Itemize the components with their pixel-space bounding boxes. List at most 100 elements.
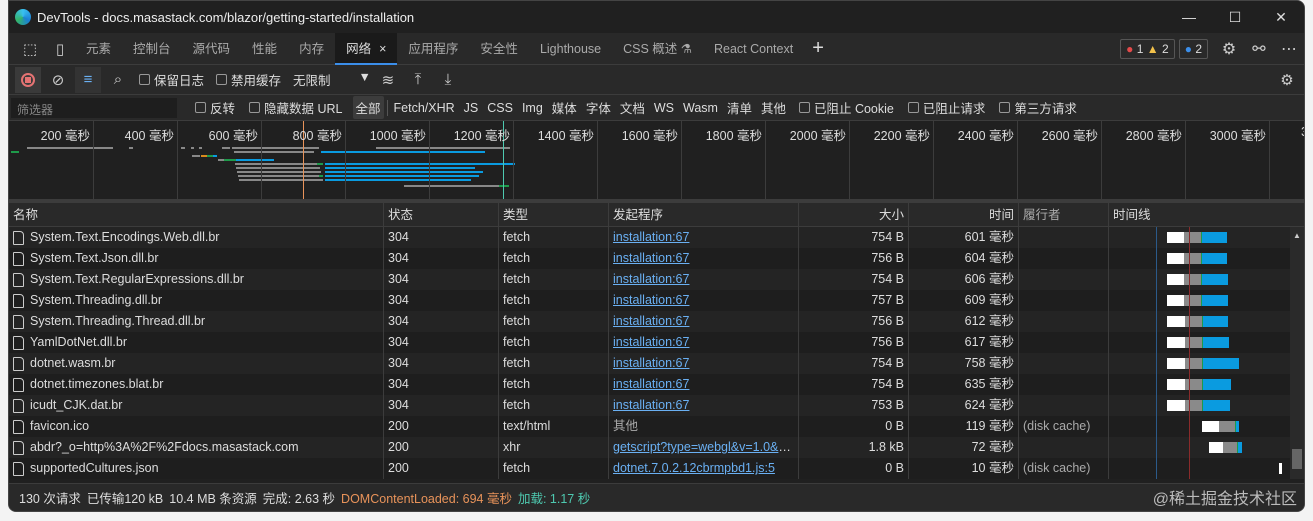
table-row[interactable]: abdr?_o=http%3A%2F%2Fdocs.masastack.com 2…: [9, 437, 1304, 458]
tab-4[interactable]: 内存: [288, 33, 335, 65]
initiator-link[interactable]: installation:67: [613, 293, 690, 307]
request-name[interactable]: favicon.ico: [30, 419, 90, 433]
throttling-select[interactable]: 无限制 ▼: [293, 70, 371, 88]
table-row[interactable]: System.Threading.Thread.dll.br 304 fetch in…: [9, 311, 1304, 332]
export-har-icon[interactable]: ⤓: [444, 71, 452, 88]
initiator-link[interactable]: installation:67: [613, 272, 690, 286]
filter-type-1[interactable]: Fetch/XHR: [393, 100, 455, 115]
column-header-4[interactable]: 大小: [799, 203, 909, 226]
request-name[interactable]: System.Text.Encodings.Web.dll.br: [30, 230, 220, 244]
request-name[interactable]: System.Threading.Thread.dll.br: [30, 314, 206, 328]
search-icon[interactable]: ⌕: [113, 71, 123, 88]
column-header-0[interactable]: 名称: [9, 203, 384, 226]
request-name[interactable]: System.Text.RegularExpressions.dll.br: [30, 272, 244, 286]
filter-input[interactable]: 筛选器: [11, 97, 177, 118]
initiator-link[interactable]: installation:67: [613, 377, 690, 391]
tab-9[interactable]: CSS 概述 ⚗: [612, 33, 703, 65]
table-row[interactable]: System.Text.Json.dll.br 304 fetch installat…: [9, 248, 1304, 269]
tab-3[interactable]: 性能: [241, 33, 288, 65]
issues-badge[interactable]: ● 1 ▲ 2: [1120, 38, 1175, 59]
request-name[interactable]: dotnet.wasm.br: [30, 356, 116, 370]
column-header-1[interactable]: 状态: [384, 203, 499, 226]
info-badge[interactable]: ● 2: [1178, 38, 1208, 59]
column-header-7[interactable]: 时间线: [1113, 208, 1151, 222]
network-overview[interactable]: 200 毫秒 400 毫秒 600 毫秒 800 毫秒 1000 毫秒 1200 毫秒 14…: [9, 121, 1304, 203]
request-name[interactable]: abdr?_o=http%3A%2F%2Fdocs.masastack.com: [30, 440, 299, 454]
table-row[interactable]: favicon.ico 200 text/html 其他 0 B 119 毫秒 (disk …: [9, 416, 1304, 437]
filter-type-2[interactable]: JS: [463, 100, 479, 115]
clear-icon[interactable]: ⊘: [51, 71, 65, 89]
device-toolbar-icon[interactable]: ▯: [55, 40, 65, 58]
more-options-icon[interactable]: ⋯: [1281, 40, 1297, 58]
table-row[interactable]: YamlDotNet.dll.br 304 fetch installation:67…: [9, 332, 1304, 353]
tab-1[interactable]: 控制台: [122, 33, 182, 65]
table-scrollbar[interactable]: ▲: [1290, 227, 1304, 479]
tab-0[interactable]: 元素: [75, 33, 122, 65]
disable-cache-checkbox[interactable]: 禁用缓存: [216, 70, 281, 89]
table-row[interactable]: supportedCultures.json 200 fetch dotnet.7.0…: [9, 458, 1304, 479]
column-header-3[interactable]: 发起程序: [609, 203, 799, 226]
request-name[interactable]: System.Text.Json.dll.br: [30, 251, 159, 265]
initiator-link[interactable]: dotnet.7.0.2.12cbrmpbd1.js:5: [613, 461, 775, 475]
close-button[interactable]: ✕: [1275, 8, 1287, 25]
filter-icon[interactable]: ≡: [75, 66, 101, 93]
table-row[interactable]: dotnet.wasm.br 304 fetch installation:67 754…: [9, 353, 1304, 374]
tab-8[interactable]: Lighthouse: [529, 33, 612, 65]
filter-type-3[interactable]: CSS: [487, 100, 513, 115]
filter-type-7[interactable]: 文档: [619, 102, 645, 116]
request-name[interactable]: System.Threading.dll.br: [30, 293, 163, 307]
filter-type-5[interactable]: 媒体: [551, 102, 577, 116]
initiator-link[interactable]: installation:67: [613, 314, 690, 328]
column-header-2[interactable]: 类型: [499, 203, 609, 226]
column-header-6[interactable]: 履行者: [1019, 203, 1109, 226]
filter-type-9[interactable]: Wasm: [682, 100, 718, 115]
network-conditions-icon[interactable]: ≋: [381, 71, 395, 89]
third-party-checkbox[interactable]: 第三方请求: [999, 98, 1077, 117]
request-name[interactable]: icudt_CJK.dat.br: [30, 398, 123, 412]
blocked-cookies-checkbox[interactable]: 已阻止 Cookie: [798, 98, 894, 117]
filter-type-10[interactable]: 清单: [726, 102, 752, 116]
tab-5[interactable]: 网络 ×: [335, 32, 398, 65]
import-har-icon[interactable]: ⤒: [414, 71, 422, 88]
inspect-element-icon[interactable]: ⬚: [22, 40, 38, 58]
request-name[interactable]: supportedCultures.json: [30, 461, 159, 475]
request-name[interactable]: YamlDotNet.dll.br: [30, 335, 128, 349]
close-tab-icon[interactable]: ×: [379, 41, 387, 56]
network-settings-gear-icon[interactable]: ⚙: [1280, 71, 1294, 89]
record-button[interactable]: [15, 66, 41, 93]
table-row[interactable]: System.Text.RegularExpressions.dll.br 304…: [9, 269, 1304, 290]
preserve-log-checkbox[interactable]: 保留日志: [139, 70, 204, 89]
minimize-button[interactable]: —: [1182, 8, 1196, 25]
table-row[interactable]: dotnet.timezones.blat.br 304 fetch installa…: [9, 374, 1304, 395]
filter-type-0[interactable]: 全部: [352, 96, 384, 119]
request-name[interactable]: dotnet.timezones.blat.br: [30, 377, 164, 391]
waiting-bar: [1167, 232, 1184, 243]
queue-bar: [1223, 442, 1237, 453]
tab-2[interactable]: 源代码: [182, 33, 242, 65]
column-header-5[interactable]: 时间: [909, 203, 1019, 226]
initiator-link[interactable]: installation:67: [613, 335, 690, 349]
filter-type-6[interactable]: 字体: [585, 102, 611, 116]
more-tabs-plus-icon[interactable]: +: [812, 37, 824, 59]
blocked-requests-checkbox[interactable]: 已阻止请求: [907, 98, 985, 117]
initiator-link[interactable]: installation:67: [613, 356, 690, 370]
hide-data-urls-checkbox[interactable]: 隐藏数据 URL: [249, 98, 343, 117]
maximize-button[interactable]: ☐: [1228, 8, 1242, 25]
tab-6[interactable]: 应用程序: [397, 33, 469, 65]
table-row[interactable]: System.Threading.dll.br 304 fetch installat…: [9, 290, 1304, 311]
customize-icon[interactable]: ⚯: [1252, 40, 1266, 58]
tab-10[interactable]: React Context: [703, 33, 804, 65]
tab-7[interactable]: 安全性: [469, 33, 529, 65]
initiator-link[interactable]: installation:67: [613, 398, 690, 412]
initiator-link[interactable]: installation:67: [613, 251, 690, 265]
table-row[interactable]: System.Text.Encodings.Web.dll.br 304 fetch…: [9, 227, 1304, 248]
invert-checkbox[interactable]: 反转: [195, 98, 235, 117]
settings-gear-icon[interactable]: ⚙: [1221, 40, 1237, 58]
initiator-link[interactable]: getscript?type=webgl&v=1.0&a...: [613, 440, 796, 454]
initiator-link: 其他: [613, 419, 639, 433]
table-row[interactable]: icudt_CJK.dat.br 304 fetch installation:67 7…: [9, 395, 1304, 416]
filter-type-11[interactable]: 其他: [760, 102, 786, 116]
filter-type-4[interactable]: Img: [521, 100, 543, 115]
filter-type-8[interactable]: WS: [653, 100, 674, 115]
initiator-link[interactable]: installation:67: [613, 230, 690, 244]
